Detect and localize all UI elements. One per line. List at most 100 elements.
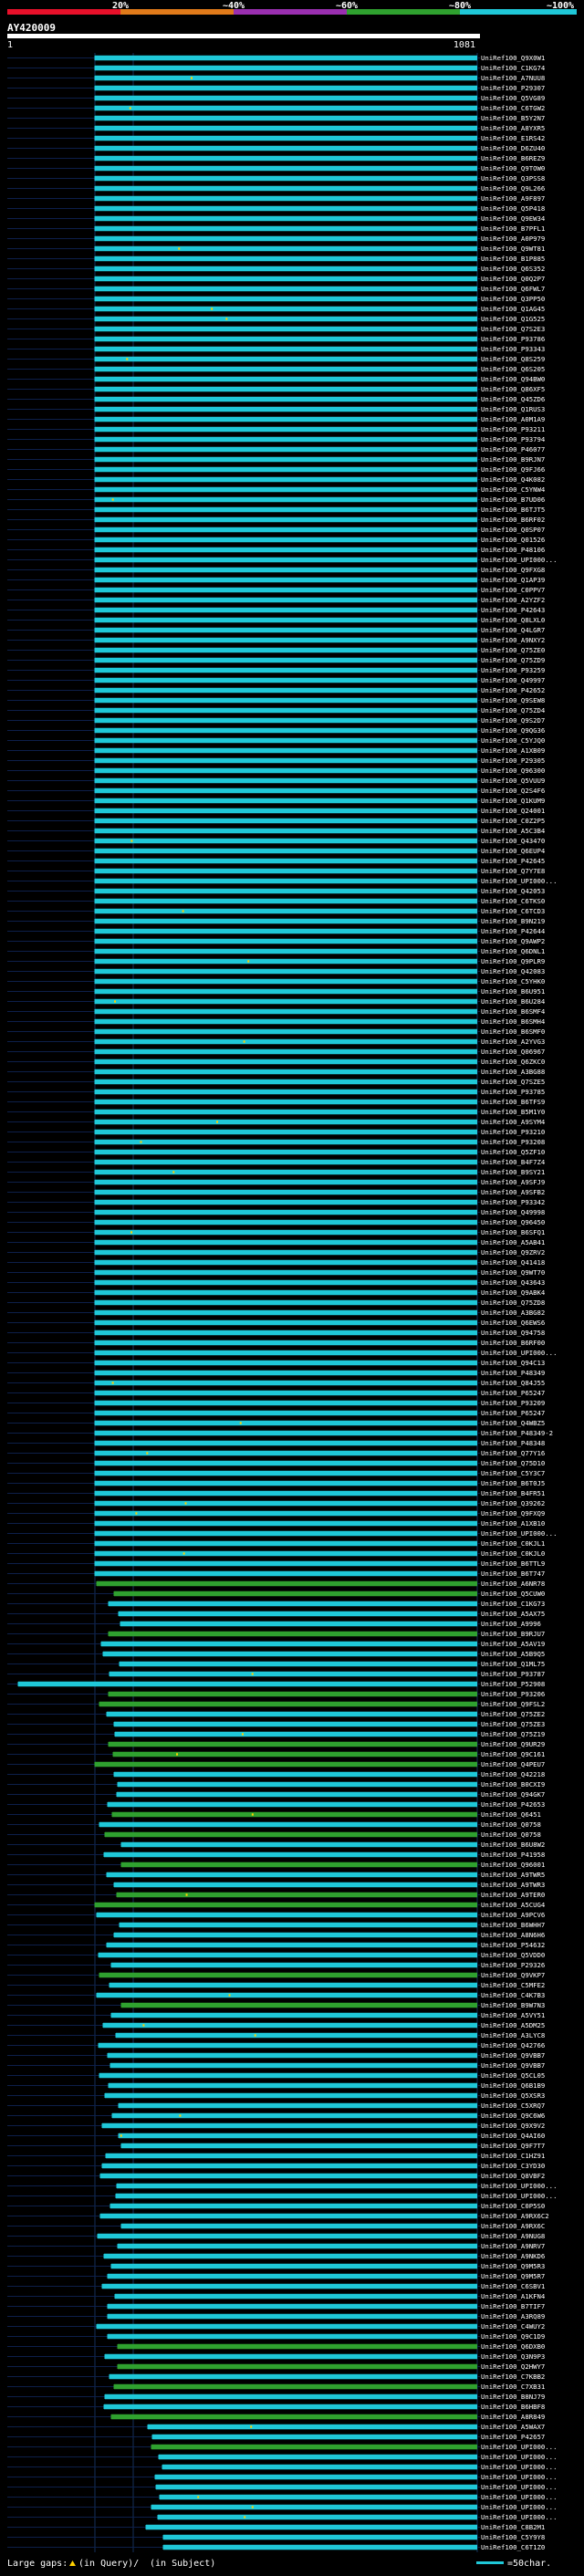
hit-row[interactable]: UniRef100_B6SFQ1 [7, 1228, 545, 1236]
subject-id-label[interactable]: UniRef100_A9996 [481, 1620, 541, 1628]
hit-row[interactable]: UniRef100_C5Y9Y8 [7, 2533, 545, 2541]
hit-row[interactable]: UniRef100_Q9VKP7 [7, 1971, 545, 1979]
subject-id-label[interactable]: UniRef100_C1KG73 [481, 1600, 545, 1608]
subject-id-label[interactable]: UniRef100_C0PPV7 [481, 586, 545, 594]
hit-row[interactable]: UniRef100_Q9WT70 [7, 1268, 545, 1277]
subject-id-label[interactable]: UniRef100_UPI000... [481, 2483, 557, 2491]
hit-row[interactable]: UniRef100_C0KJL1 [7, 1539, 545, 1548]
hit-row[interactable]: UniRef100_Q0Q2P7 [7, 275, 545, 283]
hit-row[interactable]: UniRef100_Q9VBB7 [7, 2051, 545, 2060]
hit-row[interactable]: UniRef100_Q42218 [7, 1770, 545, 1778]
subject-id-label[interactable]: UniRef100_Q9FJ66 [481, 465, 545, 474]
subject-id-label[interactable]: UniRef100_Q6EUP4 [481, 847, 546, 855]
subject-id-label[interactable]: UniRef100_Q75Z19 [481, 1730, 545, 1738]
subject-id-label[interactable]: UniRef100_A8N6H6 [481, 1931, 545, 1939]
subject-id-label[interactable]: UniRef100_Q7S2E3 [481, 325, 545, 333]
hit-row[interactable]: UniRef100_Q41418 [7, 1258, 545, 1267]
hit-row[interactable]: UniRef100_Q5CUW0 [7, 1590, 545, 1598]
hit-row[interactable]: UniRef100_A9TWR3 [7, 1881, 545, 1889]
subject-id-label[interactable]: UniRef100_A5VY51 [481, 2011, 545, 2019]
subject-id-label[interactable]: UniRef100_P29307 [481, 84, 545, 92]
subject-id-label[interactable]: UniRef100_A9RX6C2 [481, 2212, 549, 2220]
subject-id-label[interactable]: UniRef100_UPI000... [481, 1349, 557, 1357]
hit-row[interactable]: UniRef100_A1XB09 [7, 746, 545, 755]
subject-id-label[interactable]: UniRef100_Q75ZD9 [481, 656, 545, 664]
subject-id-label[interactable]: UniRef100_B6SFQ1 [481, 1228, 545, 1236]
subject-id-label[interactable]: UniRef100_C0P5S0 [481, 2202, 545, 2210]
hit-row[interactable]: UniRef100_Q6DNL1 [7, 947, 545, 955]
hit-row[interactable]: UniRef100_Q6EUP4 [7, 847, 546, 855]
subject-id-label[interactable]: UniRef100_A2YZF2 [481, 596, 545, 604]
subject-id-label[interactable]: UniRef100_Q86XF5 [481, 385, 545, 393]
subject-id-label[interactable]: UniRef100_P42657 [481, 2433, 545, 2441]
hit-row[interactable]: UniRef100_P48348 [7, 1439, 545, 1447]
hit-row[interactable]: UniRef100_B6SMF4 [7, 1007, 546, 1016]
subject-id-label[interactable]: UniRef100_Q0SP07 [481, 526, 545, 534]
hit-row[interactable]: UniRef100_Q96450 [7, 1218, 545, 1226]
hit-row[interactable]: UniRef100_Q8S259 [7, 355, 545, 363]
hit-row[interactable]: UniRef100_Q75ZD4 [7, 706, 546, 714]
hit-row[interactable]: UniRef100_Q9FJ66 [7, 465, 545, 474]
hit-row[interactable]: UniRef100_A9PCV6 [7, 1911, 545, 1919]
hit-row[interactable]: UniRef100_Q6B1B9 [7, 2081, 545, 2090]
subject-id-label[interactable]: UniRef100_A9F897 [481, 194, 545, 203]
subject-id-label[interactable]: UniRef100_P42652 [481, 686, 545, 694]
subject-id-label[interactable]: UniRef100_Q9UR29 [481, 1740, 545, 1748]
hit-row[interactable]: UniRef100_B6U284 [7, 997, 546, 1006]
subject-id-label[interactable]: UniRef100_C5YHK0 [481, 977, 545, 986]
subject-id-label[interactable]: UniRef100_B9RJN7 [481, 455, 545, 464]
subject-id-label[interactable]: UniRef100_B1P885 [481, 255, 545, 263]
hit-row[interactable]: UniRef100_P29326 [7, 1961, 545, 1969]
subject-id-label[interactable]: UniRef100_Q6DXB0 [481, 2342, 545, 2351]
subject-id-label[interactable]: UniRef100_A8YXR5 [481, 124, 545, 132]
subject-id-label[interactable]: UniRef100_C8B2M1 [481, 2523, 545, 2531]
subject-id-label[interactable]: UniRef100_P42644 [481, 927, 546, 935]
subject-id-label[interactable]: UniRef100_P93208 [481, 1138, 545, 1146]
subject-id-label[interactable]: UniRef100_P48348 [481, 1439, 545, 1447]
hit-row[interactable]: UniRef100_A9SFB2 [7, 1188, 545, 1196]
hit-row[interactable]: UniRef100_Q8LXL0 [7, 616, 545, 624]
hit-row[interactable]: UniRef100_UPI000... [7, 556, 557, 564]
subject-id-label[interactable]: UniRef100_A5DM25 [481, 2021, 545, 2029]
hit-row[interactable]: UniRef100_P93785 [7, 1088, 545, 1096]
hit-row[interactable]: UniRef100_Q6DXB0 [7, 2342, 545, 2351]
hit-row[interactable]: UniRef100_B1P885 [7, 255, 545, 263]
hit-row[interactable]: UniRef100_C4K7B3 [7, 1991, 545, 1999]
subject-id-label[interactable]: UniRef100_UPI000... [481, 2493, 557, 2501]
subject-id-label[interactable]: UniRef100_Q94BW0 [481, 375, 545, 383]
hit-row[interactable]: UniRef100_Q9UR29 [7, 1740, 545, 1748]
subject-id-label[interactable]: UniRef100_A9TER0 [481, 1891, 545, 1899]
subject-id-label[interactable]: UniRef100_Q84J55 [481, 1379, 545, 1387]
subject-id-label[interactable]: UniRef100_C7XB31 [481, 2383, 545, 2391]
hit-row[interactable]: UniRef100_B9W7N3 [7, 2001, 545, 2009]
subject-id-label[interactable]: UniRef100_Q43643 [481, 1278, 545, 1287]
hit-row[interactable]: UniRef100_C7XB31 [7, 2383, 545, 2391]
hit-row[interactable]: UniRef100_B7UD06 [7, 495, 545, 504]
subject-id-label[interactable]: UniRef100_A7NUU8 [481, 74, 545, 82]
hit-row[interactable]: UniRef100_Q75ZD8 [7, 1298, 545, 1307]
subject-id-label[interactable]: UniRef100_Q9ABK4 [481, 1288, 546, 1297]
subject-id-label[interactable]: UniRef100_P93343 [481, 345, 545, 353]
subject-id-label[interactable]: UniRef100_B8NJ79 [481, 2393, 545, 2401]
hit-row[interactable]: UniRef100_A9996 [7, 1620, 541, 1628]
hit-row[interactable]: UniRef100_Q6S352 [7, 265, 545, 273]
subject-id-label[interactable]: UniRef100_Q1AG45 [481, 305, 545, 313]
subject-id-label[interactable]: UniRef100_B7UD06 [481, 495, 545, 504]
hit-row[interactable]: UniRef100_C5YNW4 [7, 485, 546, 494]
subject-id-label[interactable]: UniRef100_A5CUG4 [481, 1901, 546, 1909]
subject-id-label[interactable]: UniRef100_C4K7B3 [481, 1991, 545, 1999]
hit-row[interactable]: UniRef100_Q9S2D7 [7, 716, 545, 725]
hit-row[interactable]: UniRef100_Q9M5R3 [7, 2262, 545, 2270]
hit-row[interactable]: UniRef100_Q4LGR7 [7, 626, 545, 634]
subject-id-label[interactable]: UniRef100_B6RF00 [481, 1339, 545, 1347]
hit-row[interactable]: UniRef100_Q94BW0 [7, 375, 545, 383]
subject-id-label[interactable]: UniRef100_Q75ZE0 [481, 646, 545, 654]
hit-row[interactable]: UniRef100_Q0758 [7, 1830, 541, 1839]
subject-id-label[interactable]: UniRef100_Q0758 [481, 1830, 541, 1839]
subject-id-label[interactable]: UniRef100_Q42218 [481, 1770, 545, 1778]
subject-id-label[interactable]: UniRef100_Q1RUS3 [481, 405, 545, 413]
hit-row[interactable]: UniRef100_B9N219 [7, 917, 545, 925]
hit-row[interactable]: UniRef100_P93259 [7, 666, 545, 674]
subject-id-label[interactable]: UniRef100_B6T0J5 [481, 1479, 545, 1487]
subject-id-label[interactable]: UniRef100_C5YNW4 [481, 485, 546, 494]
